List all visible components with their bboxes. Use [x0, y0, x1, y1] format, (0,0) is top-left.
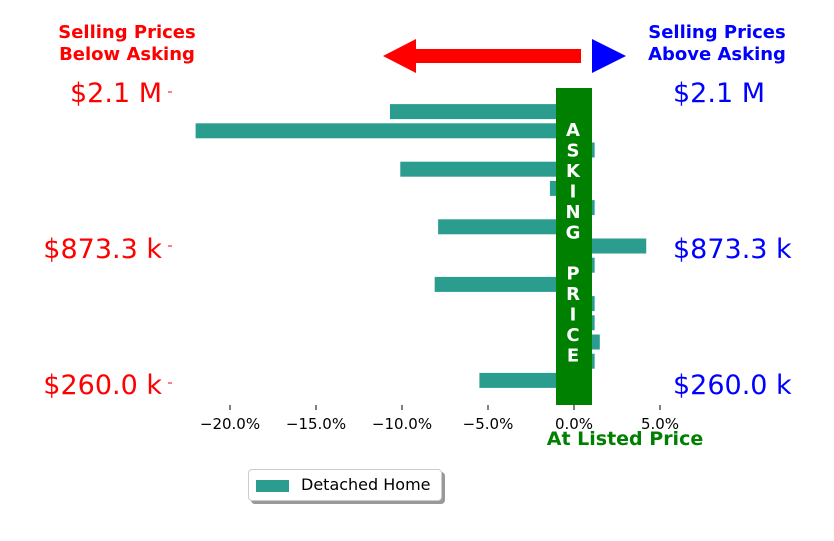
price-label-right-top: $2.1 M [673, 78, 765, 109]
x-tick-label: −15.0% [286, 415, 346, 433]
x-tick-label: 0.0% [555, 415, 593, 433]
asking-letter: K [566, 161, 581, 182]
price-label-left-mid: $873.3 k [43, 234, 162, 265]
bar [574, 238, 647, 254]
asking-letter: A [566, 120, 580, 141]
x-tick-label: 5.0% [641, 415, 679, 433]
header-right-line2: Above Asking [648, 44, 786, 65]
asking-letter: P [566, 264, 579, 285]
price-label-right-mid: $873.3 k [673, 234, 792, 265]
bar [479, 372, 574, 388]
at-listed-price-label: At Listed Price [547, 428, 703, 450]
x-tick-label: −20.0% [200, 415, 260, 433]
legend-label: Detached Home [301, 475, 431, 494]
x-axis-ticks: −20.0% −15.0% −10.0% −5.0% 0.0% 5.0% [200, 405, 679, 433]
asking-letter: G [566, 223, 581, 244]
right-arrow-icon [592, 39, 626, 73]
left-arrow-icon [383, 39, 581, 73]
x-tick-label: −5.0% [463, 415, 514, 433]
header-left-line2: Below Asking [59, 44, 195, 65]
asking-letter: I [570, 182, 577, 203]
asking-price-band [556, 88, 592, 405]
bar [438, 219, 574, 235]
bar [389, 104, 574, 120]
price-label-right-bottom: $260.0 k [673, 370, 792, 401]
x-tick-label: −10.0% [372, 415, 432, 433]
asking-letter: S [567, 141, 580, 162]
asking-letter: E [567, 346, 579, 367]
price-label-left-bottom: $260.0 k [43, 370, 162, 401]
price-label-left-top: $2.1 M [70, 78, 162, 109]
bar [195, 123, 574, 139]
bar [400, 161, 574, 177]
asking-letter: R [566, 284, 580, 305]
header-right-line1: Selling Prices [648, 22, 785, 43]
legend-swatch [256, 480, 289, 492]
legend: Detached Home [248, 469, 442, 501]
header-left-line1: Selling Prices [58, 22, 195, 43]
bar [434, 276, 574, 292]
asking-letter: C [566, 325, 579, 346]
asking-letter: N [565, 202, 580, 223]
asking-letter: I [570, 305, 577, 326]
